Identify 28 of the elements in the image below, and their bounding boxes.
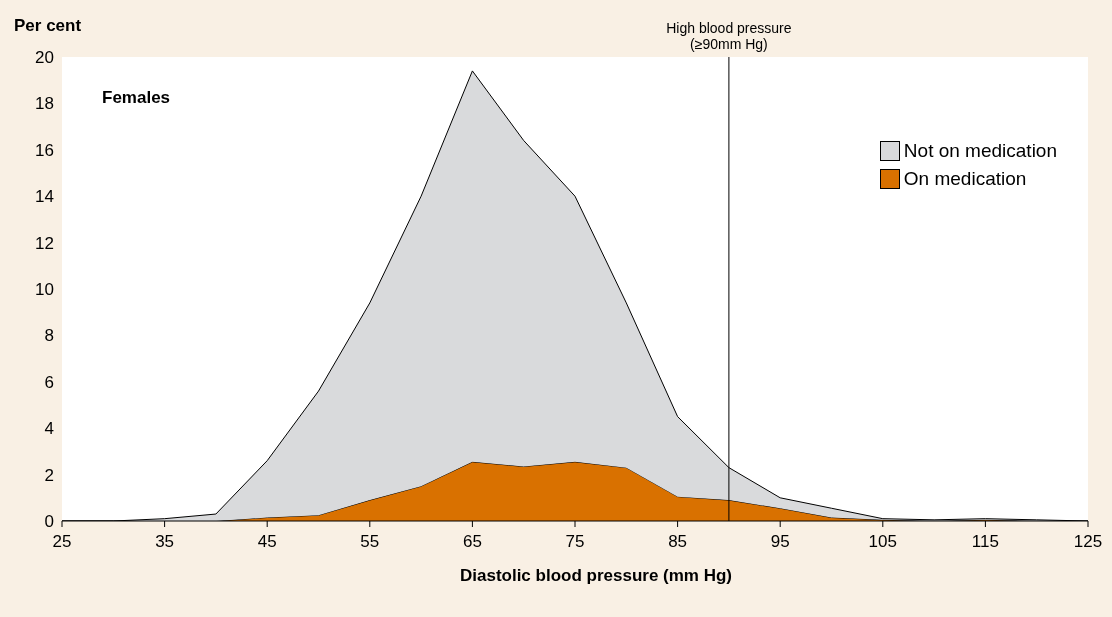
x-tick-label: 95 <box>770 532 790 552</box>
x-tick-label: 45 <box>257 532 277 552</box>
x-tick-label: 115 <box>971 532 999 552</box>
x-tick-label: 105 <box>868 532 897 552</box>
y-tick-label: 4 <box>44 419 54 439</box>
y-tick-label: 6 <box>44 372 54 392</box>
x-tick-label: 55 <box>360 532 380 552</box>
x-tick-label: 75 <box>565 532 585 552</box>
ref-line-label: High blood pressure (≥90mm Hg) <box>666 20 792 52</box>
annotation: Females <box>102 88 171 108</box>
y-tick-label: 10 <box>35 280 54 300</box>
x-axis-title: Diastolic blood pressure (mm Hg) <box>458 566 733 586</box>
y-tick-label: 0 <box>44 512 54 532</box>
y-tick-label: 12 <box>35 233 54 253</box>
x-tick-label: 85 <box>668 532 688 552</box>
legend-label: Not on medication <box>903 140 1057 162</box>
x-tick-label: 125 <box>1073 532 1103 552</box>
y-tick-label: 14 <box>35 187 54 207</box>
x-tick-label: 25 <box>52 532 72 552</box>
y-tick-label: 16 <box>35 140 54 160</box>
y-tick-label: 2 <box>44 465 54 485</box>
y-tick-label: 20 <box>35 48 54 68</box>
legend-label: On medication <box>903 168 1027 190</box>
x-tick-label: 65 <box>462 532 482 552</box>
y-axis-title: Per cent <box>14 16 82 36</box>
y-tick-label: 8 <box>44 326 54 346</box>
y-tick-label: 18 <box>35 94 54 114</box>
x-tick-label: 35 <box>155 532 175 552</box>
